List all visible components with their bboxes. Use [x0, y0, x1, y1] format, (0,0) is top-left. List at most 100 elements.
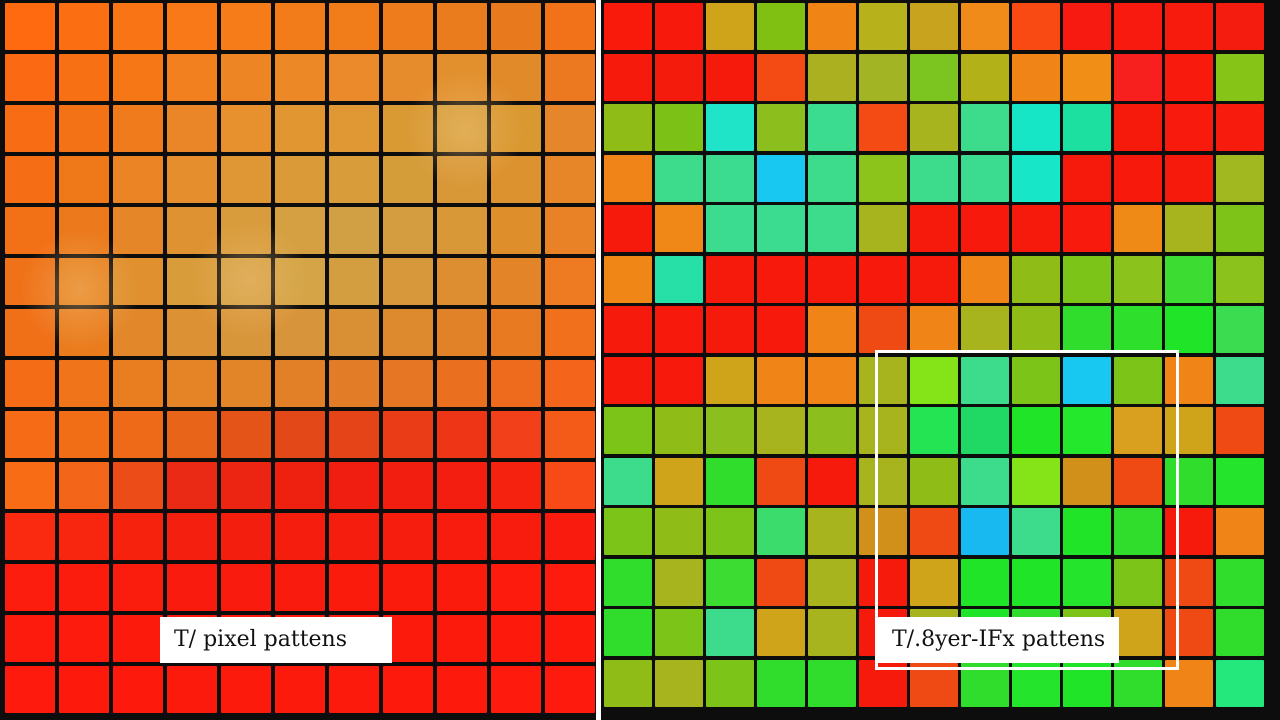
left-grid-cell — [113, 309, 163, 356]
right-grid-cell — [808, 255, 856, 303]
right-grid-cell — [1012, 104, 1060, 151]
left-grid-cell — [167, 360, 217, 407]
left-grid-cell — [5, 207, 55, 254]
left-grid-cell — [491, 411, 541, 458]
left-grid-cell — [545, 564, 595, 611]
right-grid-cell — [859, 407, 907, 454]
left-grid-cell — [167, 411, 217, 458]
right-grid-cell — [1216, 53, 1264, 101]
right-grid-cell — [961, 508, 1009, 555]
right-grid-cell — [808, 508, 856, 555]
right-grid-cell — [757, 407, 805, 454]
left-grid-cell — [113, 207, 163, 254]
left-grid-cell — [59, 360, 109, 407]
right-grid-cell — [1114, 407, 1162, 454]
right-grid-cell — [604, 154, 652, 202]
left-grid-cell — [167, 207, 217, 254]
left-grid-cell — [491, 564, 541, 611]
left-grid-cell — [275, 105, 325, 152]
left-grid-cell — [437, 462, 487, 509]
right-grid-cell — [706, 205, 754, 252]
right-grid-cell — [1012, 306, 1060, 353]
right-grid-cell — [1063, 104, 1111, 151]
right-grid-cell — [1165, 255, 1213, 303]
left-grid-cell — [113, 666, 163, 713]
left-grid-cell — [5, 360, 55, 407]
left-grid-cell — [491, 207, 541, 254]
left-grid-cell — [275, 156, 325, 203]
right-grid-cell — [1063, 457, 1111, 505]
left-grid-cell — [545, 258, 595, 305]
left-grid-cell — [383, 411, 433, 458]
right-grid-cell — [1216, 154, 1264, 202]
left-grid-panel: T/ pixel pattens — [0, 0, 596, 720]
right-grid-cell — [910, 558, 958, 606]
left-grid-cell — [491, 360, 541, 407]
right-grid-cell — [808, 609, 856, 656]
right-grid-cell — [1114, 457, 1162, 505]
left-grid-cell — [59, 462, 109, 509]
left-grid-cell — [437, 564, 487, 611]
right-grid-cell — [655, 255, 703, 303]
right-grid-cell — [655, 205, 703, 252]
right-grid-cell — [1063, 205, 1111, 252]
left-grid-cell — [437, 156, 487, 203]
right-grid-cell — [604, 609, 652, 656]
left-grid-cell — [275, 309, 325, 356]
left-grid-cell — [221, 105, 271, 152]
right-grid-cell — [1165, 53, 1213, 101]
left-grid-cell — [167, 564, 217, 611]
right-grid-cell — [1012, 659, 1060, 707]
right-grid-cell — [961, 356, 1009, 404]
left-grid-cell — [59, 105, 109, 152]
left-grid-cell — [113, 258, 163, 305]
left-grid-cell — [59, 513, 109, 560]
right-grid-cell — [706, 3, 754, 50]
left-grid-cell — [5, 156, 55, 203]
left-grid-cell — [437, 258, 487, 305]
right-grid-cell — [757, 3, 805, 50]
left-grid-cell — [5, 462, 55, 509]
right-grid-cell — [655, 3, 703, 50]
right-grid-cell — [808, 659, 856, 707]
right-grid-cell — [961, 53, 1009, 101]
right-grid-cell — [1012, 508, 1060, 555]
left-grid-cell — [545, 3, 595, 50]
right-grid-cell — [1114, 154, 1162, 202]
left-grid-cell — [59, 156, 109, 203]
right-grid-cell — [961, 255, 1009, 303]
right-grid-cell — [706, 457, 754, 505]
right-grid-cell — [757, 457, 805, 505]
left-grid-cell — [221, 666, 271, 713]
right-grid-cell — [655, 154, 703, 202]
left-grid-cell — [113, 564, 163, 611]
left-grid-cell — [167, 156, 217, 203]
panel-divider — [596, 0, 601, 720]
left-grid-cell — [437, 105, 487, 152]
left-grid-cell — [59, 564, 109, 611]
right-grid-cell — [1114, 508, 1162, 555]
left-grid-cell — [113, 462, 163, 509]
right-grid-cell — [1114, 306, 1162, 353]
right-grid-cell — [604, 457, 652, 505]
left-grid-cell — [5, 615, 55, 662]
left-grid-cell — [275, 258, 325, 305]
right-grid-cell — [706, 558, 754, 606]
right-grid-cell — [604, 104, 652, 151]
right-grid-cell — [1063, 255, 1111, 303]
right-grid-cell — [1114, 3, 1162, 50]
left-grid-cell — [545, 411, 595, 458]
left-grid-cell — [221, 513, 271, 560]
right-grid-cell — [757, 53, 805, 101]
right-grid-cell — [1165, 356, 1213, 404]
left-grid-cell — [221, 411, 271, 458]
right-grid-cell — [706, 154, 754, 202]
right-grid-cell — [706, 508, 754, 555]
right-grid-cell — [859, 154, 907, 202]
right-grid-panel — [601, 0, 1280, 720]
left-grid-cell — [113, 3, 163, 50]
right-grid-cell — [961, 154, 1009, 202]
right-grid-cell — [910, 205, 958, 252]
right-grid-cell — [604, 356, 652, 404]
right-grid-cell — [859, 457, 907, 505]
